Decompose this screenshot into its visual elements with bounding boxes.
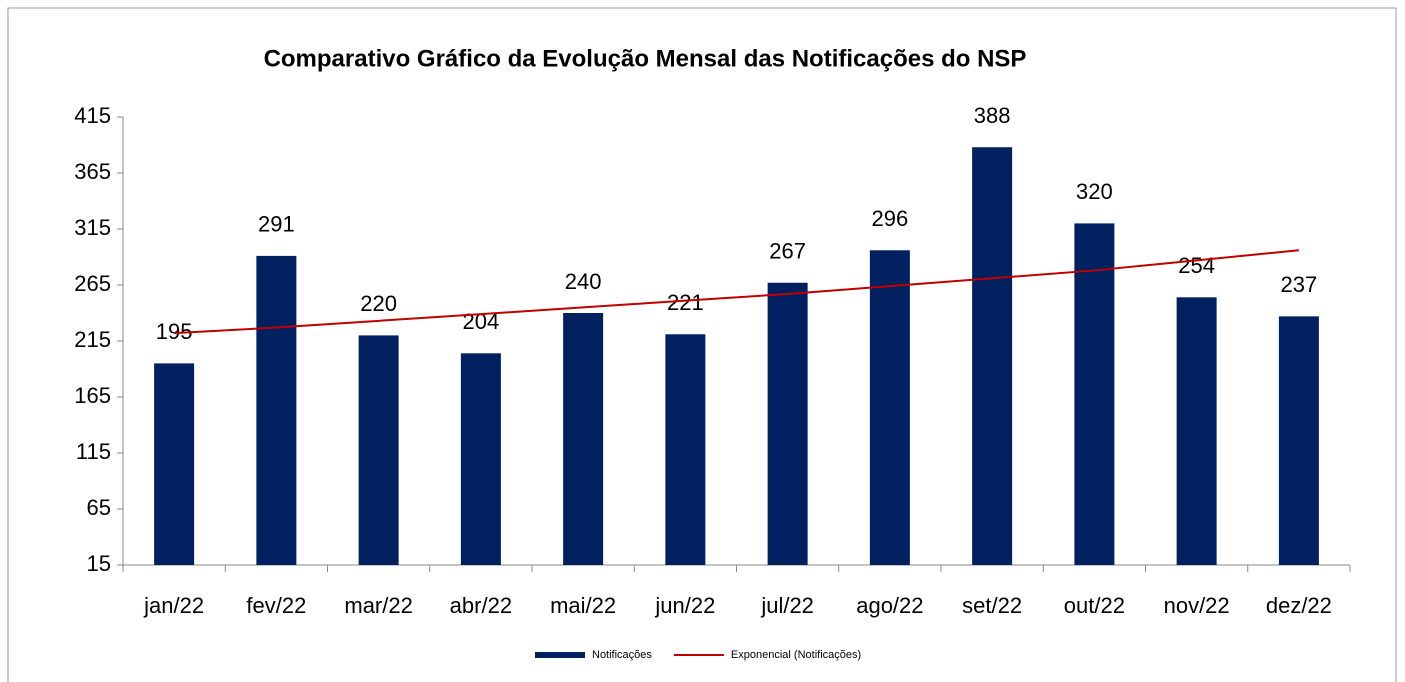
legend-label: Exponencial (Notificações) — [731, 649, 861, 661]
data-label: 221 — [667, 290, 704, 315]
x-tick-label: set/22 — [962, 593, 1022, 618]
y-tick-label: 15 — [87, 551, 111, 576]
data-label: 291 — [258, 212, 295, 237]
bar — [256, 255, 297, 565]
bar — [767, 282, 808, 565]
y-tick-label: 315 — [74, 215, 111, 240]
bar — [1278, 316, 1319, 565]
data-label: 220 — [360, 291, 397, 316]
x-tick-label: out/22 — [1064, 593, 1125, 618]
x-tick-label: jan/22 — [143, 593, 204, 618]
x-tick-label: fev/22 — [246, 593, 306, 618]
x-tick-label: dez/22 — [1266, 593, 1332, 618]
y-tick-label: 165 — [74, 383, 111, 408]
data-label: 267 — [769, 239, 806, 264]
bar — [358, 335, 399, 565]
data-label: 237 — [1281, 272, 1318, 297]
bar — [972, 147, 1013, 566]
x-tick-label: mar/22 — [344, 593, 412, 618]
y-tick-label: 65 — [87, 495, 111, 520]
legend-label: Notificações — [592, 649, 652, 661]
bar — [563, 313, 604, 565]
data-label: 320 — [1076, 179, 1113, 204]
data-label: 388 — [974, 103, 1011, 128]
x-tick-label: mai/22 — [550, 593, 616, 618]
trend-line — [174, 249, 1299, 335]
data-label: 254 — [1178, 253, 1215, 278]
y-tick-label: 415 — [74, 103, 111, 128]
bar — [869, 250, 910, 565]
y-tick-label: 365 — [74, 159, 111, 184]
x-tick-label: jul/22 — [760, 593, 814, 618]
bar — [460, 353, 501, 565]
chart-title: Comparativo Gráfico da Evolução Mensal d… — [264, 45, 1027, 72]
data-label: 296 — [872, 206, 909, 231]
bar — [154, 363, 195, 565]
x-tick-label: abr/22 — [450, 593, 512, 618]
bar — [1176, 297, 1217, 565]
y-tick-label: 215 — [74, 327, 111, 352]
x-tick-label: nov/22 — [1164, 593, 1230, 618]
x-tick-label: jun/22 — [654, 593, 715, 618]
y-tick-label: 115 — [76, 439, 111, 464]
x-tick-label: ago/22 — [856, 593, 923, 618]
y-tick-label: 265 — [74, 271, 111, 296]
bar — [1074, 223, 1115, 565]
bar — [665, 334, 706, 565]
data-label: 240 — [565, 269, 602, 294]
